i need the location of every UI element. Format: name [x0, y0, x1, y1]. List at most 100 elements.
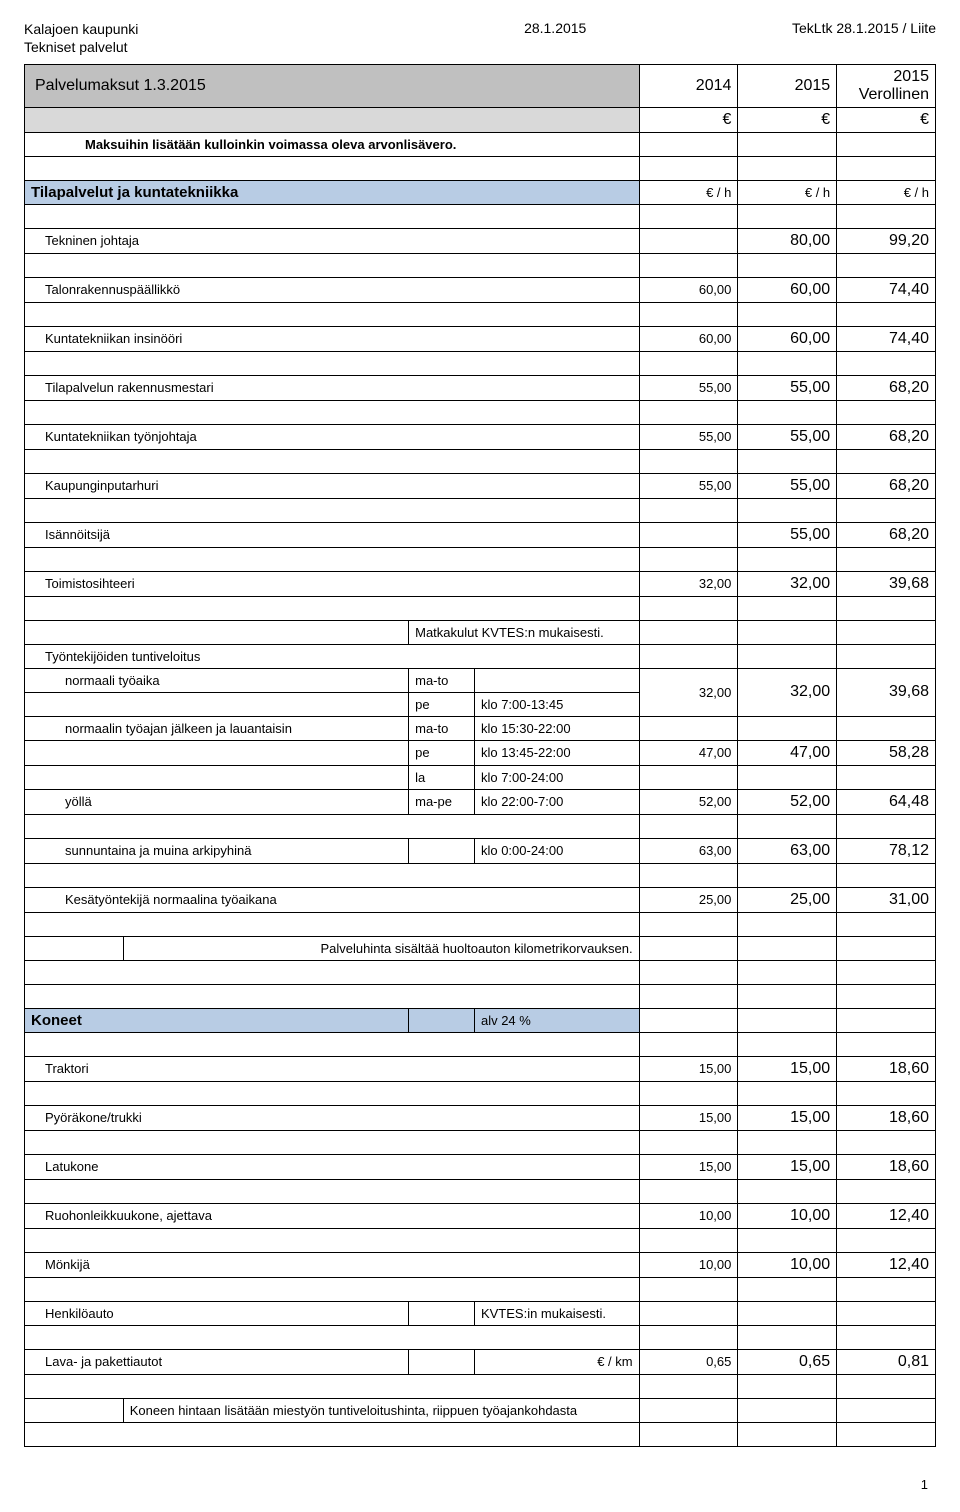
col-2015-ver: 2015Verollinen	[837, 65, 936, 107]
norm-c2: 32,00	[738, 668, 837, 716]
s2-row-c2: 10,00	[738, 1252, 837, 1277]
s1-row-c2: 55,00	[738, 424, 837, 449]
dept-name: Tekniset palvelut	[24, 38, 138, 56]
header-ref: TekLtk 28.1.2015 / Liite	[792, 20, 936, 36]
s1-row-c3: 68,20	[837, 473, 936, 498]
s1-row-c3: 68,20	[837, 424, 936, 449]
after-pe-time: klo 13:45-22:00	[474, 740, 639, 765]
yolla-label: yöllä	[25, 789, 409, 814]
s1-row-c2: 60,00	[738, 277, 837, 302]
s1-row-label: Isännöitsijä	[25, 522, 640, 547]
s2-row-c2: 15,00	[738, 1056, 837, 1081]
after-c1: 47,00	[639, 740, 738, 765]
s1-row-label: Kuntatekniikan työnjohtaja	[25, 424, 640, 449]
s2-row-label: Pyöräkone/trukki	[25, 1105, 640, 1130]
page-header: Kalajoen kaupunki Tekniset palvelut 28.1…	[24, 20, 936, 56]
unit-3: € / h	[837, 180, 936, 204]
lava-c2: 0,65	[738, 1349, 837, 1374]
after-la: la	[409, 765, 475, 789]
after-c2: 47,00	[738, 740, 837, 765]
after-ma-to: ma-to	[409, 716, 475, 740]
s2-row-c3: 18,60	[837, 1154, 936, 1179]
s2-row-label: Traktori	[25, 1056, 640, 1081]
henkiloauto-note: KVTES:in mukaisesti.	[474, 1301, 639, 1325]
s1-row-c2: 60,00	[738, 326, 837, 351]
org-name: Kalajoen kaupunki	[24, 20, 138, 38]
sunnun-label: sunnuntaina ja muina arkipyhinä	[25, 838, 409, 863]
norm-pe-time: klo 7:00-13:45	[474, 692, 639, 716]
kesa-label: Kesätyöntekijä normaalina työaikana	[25, 887, 640, 912]
sunnun-c1: 63,00	[639, 838, 738, 863]
price-table: Palvelumaksut 1.3.2015 2014 2015 2015Ver…	[24, 64, 936, 1446]
kesa-c3: 31,00	[837, 887, 936, 912]
s2-row-c2: 15,00	[738, 1105, 837, 1130]
s1-row-c1: 60,00	[639, 277, 738, 302]
after-ma-to-time: klo 15:30-22:00	[474, 716, 639, 740]
lava-label: Lava- ja pakettiautot	[25, 1349, 409, 1374]
yolla-c3: 64,48	[837, 789, 936, 814]
tuntiveloitus-label: Työntekijöiden tuntiveloitus	[25, 644, 640, 668]
lava-c3: 0,81	[837, 1349, 936, 1374]
sunnun-c2: 63,00	[738, 838, 837, 863]
euro-2: €	[738, 107, 837, 132]
section1-title: Tilapalvelut ja kuntatekniikka	[25, 180, 640, 204]
vat-note: Maksuihin lisätään kulloinkin voimassa o…	[25, 132, 640, 156]
after-pe: pe	[409, 740, 475, 765]
header-date: 28.1.2015	[138, 20, 792, 36]
norm-work-label: normaali työaika	[25, 668, 409, 692]
s2-row-c1: 15,00	[639, 1105, 738, 1130]
yolla-c1: 52,00	[639, 789, 738, 814]
page-title: Palvelumaksut 1.3.2015	[25, 65, 640, 107]
s1-row-c1: 32,00	[639, 571, 738, 596]
s1-row-c3: 99,20	[837, 228, 936, 253]
s1-row-c3: 39,68	[837, 571, 936, 596]
after-work-label: normaalin työajan jälkeen ja lauantaisin	[25, 716, 409, 740]
s1-row-c3: 68,20	[837, 522, 936, 547]
s1-row-c1	[639, 228, 738, 253]
norm-pe: pe	[409, 692, 475, 716]
unit-2: € / h	[738, 180, 837, 204]
empty-grey	[25, 107, 640, 132]
lava-unit: € / km	[474, 1349, 639, 1374]
yolla-c2: 52,00	[738, 789, 837, 814]
s1-row-c1: 55,00	[639, 473, 738, 498]
s2-row-label: Ruohonleikkuukone, ajettava	[25, 1203, 640, 1228]
s2-row-c2: 10,00	[738, 1203, 837, 1228]
norm-ma-to: ma-to	[409, 668, 475, 692]
unit-1: € / h	[639, 180, 738, 204]
after-la-time: klo 7:00-24:00	[474, 765, 639, 789]
s1-row-label: Kuntatekniikan insinööri	[25, 326, 640, 351]
col-2014: 2014	[639, 65, 738, 107]
euro-3: €	[837, 107, 936, 132]
s2-row-c3: 12,40	[837, 1252, 936, 1277]
s1-row-c1	[639, 522, 738, 547]
koneen-note: Koneen hintaan lisätään miestyön tuntive…	[123, 1398, 639, 1422]
s1-row-label: Kaupunginputarhuri	[25, 473, 640, 498]
s1-row-c1: 60,00	[639, 326, 738, 351]
s2-row-c1: 15,00	[639, 1154, 738, 1179]
s1-row-c3: 74,40	[837, 326, 936, 351]
after-c3: 58,28	[837, 740, 936, 765]
s1-row-c1: 55,00	[639, 375, 738, 400]
s2-row-c3: 18,60	[837, 1056, 936, 1081]
norm-c1: 32,00	[639, 668, 738, 716]
col-2015: 2015	[738, 65, 837, 107]
yolla-time: klo 22:00-7:00	[474, 789, 639, 814]
s1-row-label: Tilapalvelun rakennusmestari	[25, 375, 640, 400]
lava-c1: 0,65	[639, 1349, 738, 1374]
s2-row-c2: 15,00	[738, 1154, 837, 1179]
matkakulut-note: Matkakulut KVTES:n mukaisesti.	[409, 620, 640, 644]
sunnun-time: klo 0:00-24:00	[474, 838, 639, 863]
s1-row-label: Talonrakennuspäällikkö	[25, 277, 640, 302]
s1-row-label: Tekninen johtaja	[25, 228, 640, 253]
s1-row-c1: 55,00	[639, 424, 738, 449]
sunnun-c3: 78,12	[837, 838, 936, 863]
alv-label: alv 24 %	[474, 1008, 639, 1032]
palveluhinta-note: Palveluhinta sisältää huoltoauton kilome…	[123, 936, 639, 960]
s2-row-c3: 18,60	[837, 1105, 936, 1130]
s1-row-c2: 55,00	[738, 522, 837, 547]
s1-row-c2: 55,00	[738, 473, 837, 498]
s2-row-c1: 10,00	[639, 1203, 738, 1228]
henkiloauto-label: Henkilöauto	[25, 1301, 409, 1325]
s1-row-c2: 55,00	[738, 375, 837, 400]
